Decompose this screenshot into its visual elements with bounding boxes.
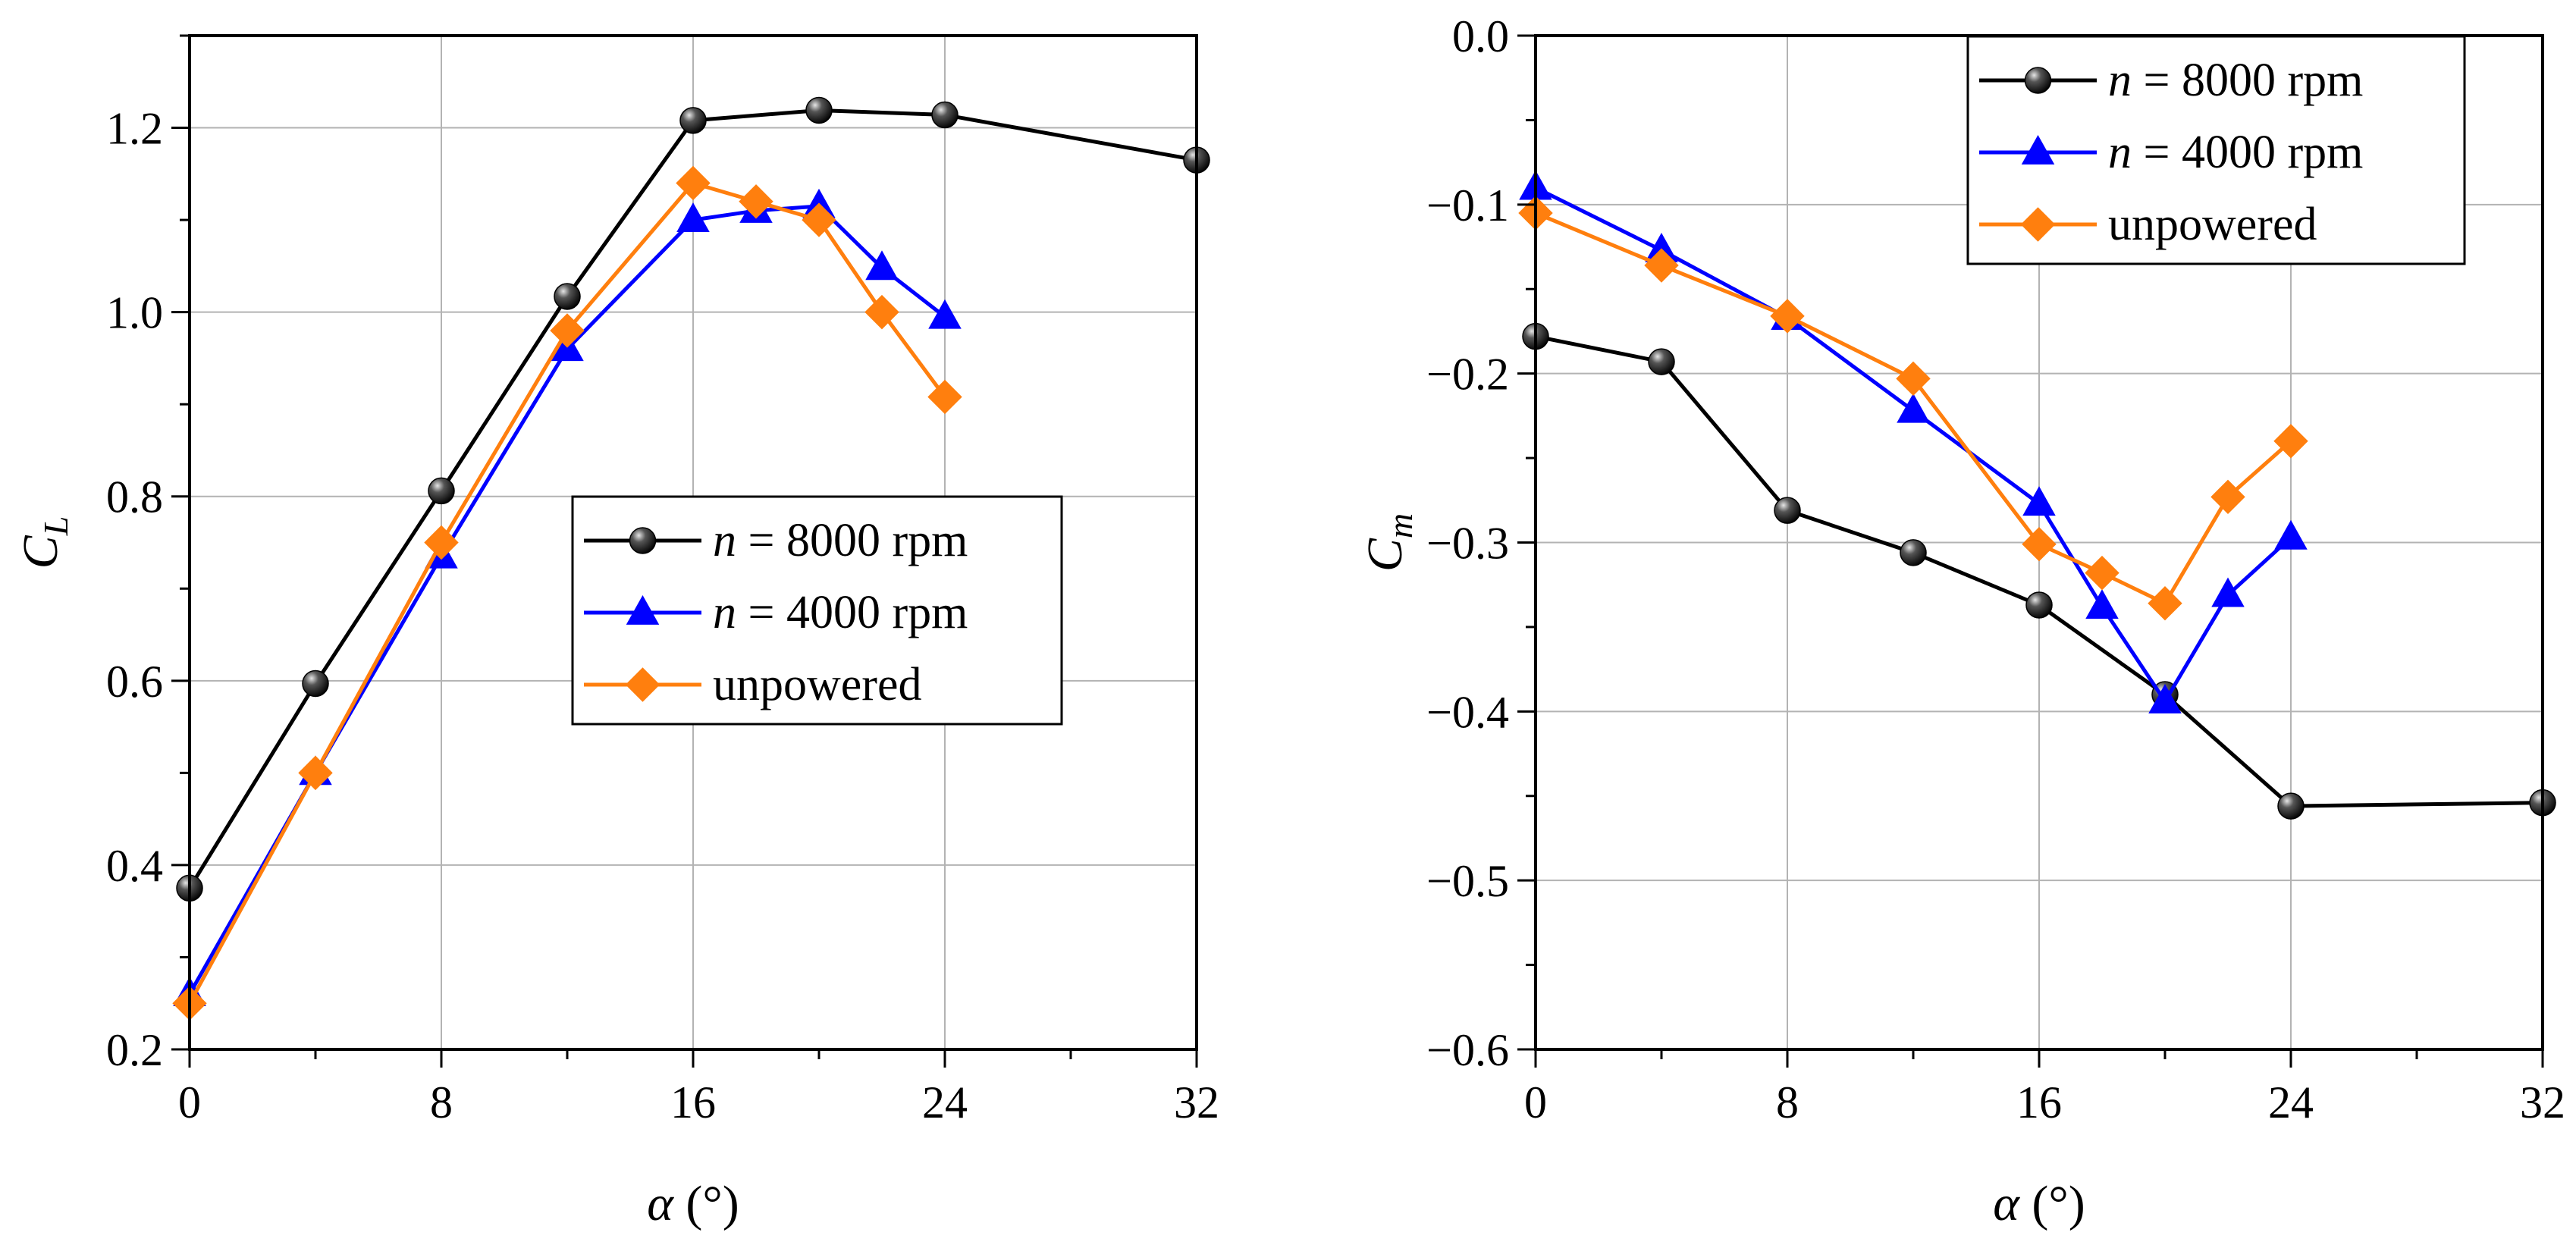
data-point	[428, 477, 455, 505]
series-1	[1519, 170, 2308, 713]
data-point	[739, 184, 773, 219]
y-axis-label: CL	[13, 516, 75, 569]
data-point	[931, 101, 959, 129]
legend-marker	[629, 527, 657, 554]
data-point	[1900, 539, 1927, 566]
data-point	[2211, 577, 2245, 607]
data-point	[1774, 497, 1801, 524]
data-point	[2148, 586, 2182, 621]
data-point	[2273, 424, 2308, 459]
x-axis-label: α (°)	[647, 1176, 739, 1231]
data-point	[424, 525, 459, 560]
y-tick-label: 1.0	[106, 288, 163, 338]
x-tick-label: 16	[2016, 1077, 2062, 1127]
cl-chart-panel: 0 8 16 24 32 0.2 0.4 0.6 0.8 1.0 1.2 α (°) CL n = 800…	[13, 34, 1219, 1231]
y-tick-label: 0.6	[106, 657, 163, 707]
data-point	[927, 379, 962, 415]
y-tick-label: −0.5	[1426, 856, 1509, 906]
x-tick-label: 24	[922, 1077, 968, 1127]
legend-label: n = 8000 rpm	[713, 515, 968, 566]
data-point	[2277, 792, 2305, 820]
legend-label: n = 8000 rpm	[2108, 55, 2363, 106]
data-point	[2085, 589, 2119, 619]
legend-marker	[2021, 134, 2055, 165]
data-point	[679, 107, 707, 134]
data-point	[2022, 527, 2057, 562]
x-tick-label: 16	[670, 1077, 716, 1127]
data-point	[2210, 479, 2245, 515]
data-point	[2022, 486, 2056, 516]
data-point	[865, 250, 899, 281]
series-2	[1518, 196, 2308, 621]
y-tick-label: −0.3	[1426, 519, 1509, 569]
y-tick-label: 0.2	[106, 1025, 163, 1075]
legend-label: n = 4000 rpm	[2108, 127, 2363, 178]
y-tick-label: −0.1	[1426, 180, 1509, 230]
data-point	[676, 202, 710, 232]
y-tick-label: −0.4	[1426, 687, 1509, 737]
x-tick-label: 8	[1776, 1077, 1799, 1127]
cm-chart-panel: 0 8 16 24 32 −0.6 −0.5 −0.4 −0.3 −0.2 −0.1 0.0 α (°)…	[1357, 11, 2565, 1231]
legend-marker	[625, 667, 660, 702]
data-point	[298, 755, 333, 791]
data-point	[2085, 555, 2119, 591]
legend-marker	[2020, 207, 2056, 242]
data-point	[1896, 361, 1931, 397]
data-point	[805, 96, 833, 124]
y-tick-label: 0.8	[106, 472, 163, 522]
x-tick-label: 24	[2268, 1077, 2314, 1127]
data-point	[676, 165, 711, 201]
legend-label: unpowered	[2108, 199, 2317, 250]
data-point	[2148, 683, 2182, 713]
data-point	[2025, 591, 2053, 619]
data-point	[302, 670, 329, 698]
x-tick-label: 0	[1524, 1077, 1547, 1127]
x-tick-label: 8	[430, 1077, 453, 1127]
data-point	[864, 294, 899, 330]
y-tick-label: −0.6	[1426, 1025, 1509, 1075]
legend-marker	[626, 594, 660, 625]
y-tick-label: 1.2	[106, 104, 163, 154]
data-point	[1770, 299, 1805, 334]
legend-marker	[2024, 67, 2052, 94]
y-tick-label: 0.4	[106, 841, 163, 891]
legend: n = 8000 rpm n = 4000 rpm unpowered	[1966, 35, 2466, 265]
data-point	[550, 313, 585, 348]
legend-label: n = 4000 rpm	[713, 587, 968, 638]
data-point	[1644, 248, 1679, 283]
data-point	[554, 283, 581, 310]
x-tick-label: 32	[2520, 1077, 2565, 1127]
y-tick-label: 0.0	[1452, 11, 1509, 61]
x-tick-label: 32	[1174, 1077, 1219, 1127]
legend-label: unpowered	[713, 659, 921, 710]
x-axis-label: α (°)	[1993, 1176, 2085, 1231]
series-line	[187, 108, 1197, 889]
y-axis-label: Cm	[1357, 513, 1420, 572]
x-tick-label: 0	[178, 1077, 201, 1127]
legend: n = 8000 rpm n = 4000 rpm unpowered	[571, 495, 1063, 726]
y-tick-label: −0.2	[1426, 350, 1509, 400]
data-point	[1648, 348, 1675, 375]
data-point	[2274, 519, 2308, 550]
data-point	[928, 299, 962, 329]
series-0	[176, 96, 1210, 902]
data-point	[802, 202, 836, 237]
data-point	[1897, 393, 1930, 423]
series-line	[1535, 334, 2543, 808]
